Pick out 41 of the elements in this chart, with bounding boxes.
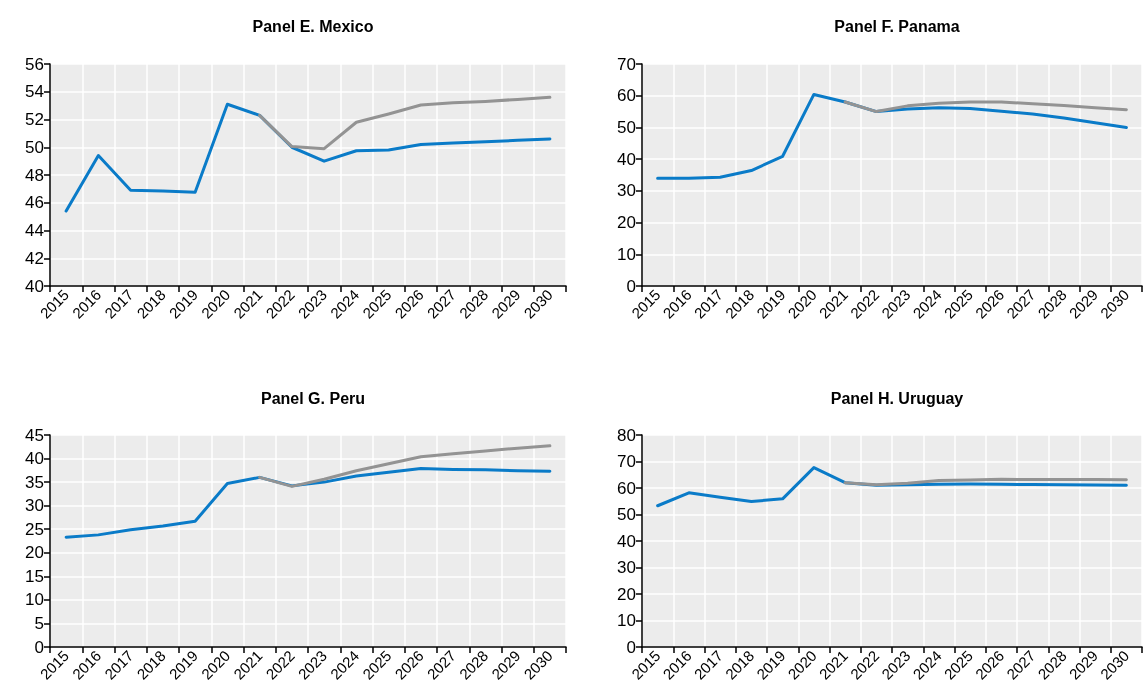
y-tick-label: 25 [25, 519, 44, 539]
y-tick-label: 5 [34, 613, 44, 633]
y-tick-label: 20 [25, 543, 44, 563]
y-tick-label: 40 [25, 449, 44, 469]
y-tick-label: 20 [617, 584, 636, 604]
y-tick-label: 40 [617, 531, 636, 551]
y-tick-label: 30 [25, 496, 44, 516]
y-tick-label: 20 [617, 213, 636, 233]
line-series [64, 102, 552, 213]
y-tick-label: 70 [617, 54, 636, 74]
y-tick-label: 48 [25, 165, 44, 185]
y-tick-label: 80 [617, 425, 636, 445]
y-tick-label: 42 [25, 248, 44, 268]
y-tick-label: 30 [617, 558, 636, 577]
line-series [258, 95, 552, 151]
y-tick-label: 10 [617, 244, 636, 264]
line-series [656, 92, 1128, 180]
y-tick-label: 54 [25, 82, 44, 102]
y-tick-label: 40 [617, 149, 636, 169]
y-tick-label: 70 [617, 452, 636, 471]
chart-title: Panel H. Uruguay [830, 389, 964, 407]
y-tick-label: 52 [25, 110, 44, 129]
y-tick-label: 50 [617, 505, 636, 524]
y-tick-label: 50 [617, 117, 636, 137]
y-tick-label: 10 [617, 611, 636, 630]
line-series [258, 444, 552, 488]
y-tick-label: 30 [617, 181, 636, 201]
y-tick-label: 15 [25, 566, 44, 586]
y-tick-label: 45 [25, 425, 44, 445]
chart-title: Panel E. Mexico [252, 17, 374, 35]
y-tick-label: 44 [25, 221, 44, 240]
y-tick-label: 60 [617, 478, 636, 498]
y-tick-label: 35 [25, 472, 44, 492]
y-tick-label: 50 [25, 137, 44, 157]
chart-title: Panel G. Peru [260, 389, 366, 407]
y-tick-label: 46 [25, 193, 44, 213]
y-tick-label: 56 [25, 54, 44, 74]
y-tick-label: 10 [25, 590, 44, 610]
line-series [843, 100, 1128, 114]
y-tick-label: 60 [617, 86, 636, 106]
chart-title: Panel F. Panama [834, 17, 960, 35]
